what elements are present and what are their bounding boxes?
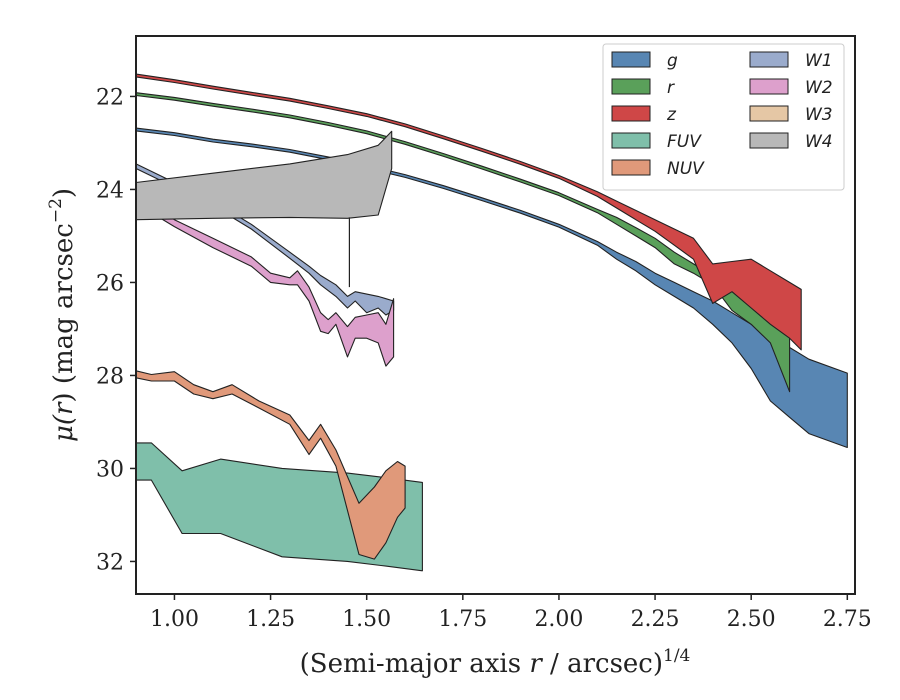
legend-label-nuv: NUV <box>667 159 705 179</box>
y-axis-title-mu: μ( <box>49 414 79 442</box>
x-axis-ticks: 1.00 1.25 1.50 1.75 2.00 2.25 2.50 2.75 <box>150 594 872 632</box>
y-axis-title-tail: ) (mag arcsec <box>49 223 79 402</box>
y-tick-label: 32 <box>96 550 124 575</box>
x-tick-label: 1.25 <box>246 607 295 632</box>
legend-label-g: g <box>667 51 678 71</box>
band-w2 <box>135 195 395 367</box>
x-tick-label: 1.50 <box>342 607 391 632</box>
series-bands <box>135 73 848 572</box>
band-g <box>135 127 848 449</box>
y-axis-title-exp: −2 <box>46 198 66 223</box>
legend-label-w1: W1 <box>805 51 833 71</box>
x-axis-title-main: (Semi-major axis <box>300 649 530 679</box>
y-tick-label: 30 <box>96 457 124 482</box>
y-axis-title-close: ) <box>49 188 79 198</box>
legend-swatch-w1 <box>749 51 789 68</box>
legend-swatch-fuv <box>611 132 651 149</box>
band-z <box>135 73 802 351</box>
legend-swatch-w4 <box>749 132 789 149</box>
legend-label-w3: W3 <box>805 105 833 125</box>
x-axis-title-var: r <box>529 649 543 679</box>
legend-label-w2: W2 <box>805 78 833 98</box>
x-tick-label: 1.00 <box>150 607 199 632</box>
y-axis-ticks: 22 24 26 28 30 32 <box>96 85 136 575</box>
legend-label-fuv: FUV <box>667 132 702 152</box>
y-tick-label: 24 <box>96 178 124 203</box>
x-tick-label: 2.75 <box>823 607 872 632</box>
legend-swatch-g <box>611 51 651 68</box>
x-tick-label: 2.50 <box>727 607 776 632</box>
legend-swatch-w3 <box>749 105 789 122</box>
legend-label-w4: W4 <box>805 132 833 152</box>
x-axis-title-exp: 1/4 <box>663 646 690 666</box>
y-tick-label: 28 <box>96 364 124 389</box>
y-tick-label: 22 <box>96 85 124 110</box>
x-axis-title: (Semi-major axis r / arcsec)1/4 <box>300 646 691 679</box>
x-tick-label: 1.75 <box>438 607 487 632</box>
legend: grz FUV NUV W1 W2 W3 W4 <box>602 43 845 191</box>
legend-swatch-nuv <box>611 159 651 176</box>
x-axis-title-tail: / arcsec) <box>542 649 663 679</box>
legend-label-r: r <box>667 78 675 98</box>
band-nuv <box>135 370 406 560</box>
legend-swatch-w2 <box>749 78 789 95</box>
x-tick-label: 2.00 <box>534 607 583 632</box>
x-tick-label: 2.25 <box>631 607 680 632</box>
y-axis-title-var: r <box>49 401 79 415</box>
band-w4 <box>135 130 393 221</box>
band-fuv <box>135 442 423 572</box>
legend-swatch-z <box>611 105 651 122</box>
y-tick-label: 26 <box>96 271 124 296</box>
band-r <box>135 92 791 393</box>
y-axis-title: μ(r) (mag arcsec−2) <box>46 188 79 442</box>
plot-frame <box>135 35 856 595</box>
legend-label-z: z <box>666 105 677 125</box>
legend-swatch-r <box>611 78 651 95</box>
